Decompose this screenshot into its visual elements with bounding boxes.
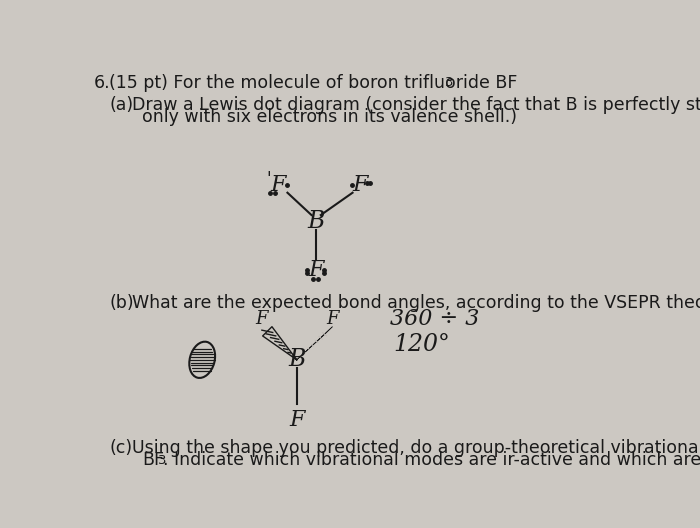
Polygon shape — [297, 327, 332, 360]
Text: What are the expected bond angles, according to the VSEPR theory: What are the expected bond angles, accor… — [132, 295, 700, 313]
Text: Using the shape you predicted, do a group-theoretical vibrational analysis for: Using the shape you predicted, do a grou… — [132, 439, 700, 457]
Text: F: F — [255, 310, 267, 328]
Text: (15 pt) For the molecule of boron trifluoride BF: (15 pt) For the molecule of boron triflu… — [109, 74, 517, 92]
Text: (b): (b) — [109, 295, 134, 313]
Text: F: F — [353, 174, 368, 196]
Text: 120°: 120° — [393, 333, 451, 356]
Text: F: F — [326, 310, 339, 328]
Text: 3: 3 — [158, 454, 167, 467]
Text: F: F — [309, 259, 324, 281]
Text: F: F — [270, 174, 286, 196]
Text: only with six electrons in its valence shell.): only with six electrons in its valence s… — [141, 108, 517, 126]
Text: 6.: 6. — [94, 74, 111, 92]
Text: 3: 3 — [444, 77, 454, 89]
Text: . Indicate which vibrational modes are ir-active and which are Raman active: . Indicate which vibrational modes are i… — [162, 451, 700, 469]
Text: BF: BF — [141, 451, 164, 469]
Text: ': ' — [267, 170, 271, 188]
Text: 360 ÷ 3: 360 ÷ 3 — [390, 308, 479, 330]
Text: Draw a Lewis dot diagram (consider the fact that B is perfectly stable with a: Draw a Lewis dot diagram (consider the f… — [132, 96, 700, 114]
Text: B: B — [288, 348, 305, 371]
Text: B: B — [307, 210, 325, 233]
Text: (c): (c) — [109, 439, 132, 457]
Text: (a): (a) — [109, 96, 133, 114]
Text: F: F — [289, 409, 304, 431]
